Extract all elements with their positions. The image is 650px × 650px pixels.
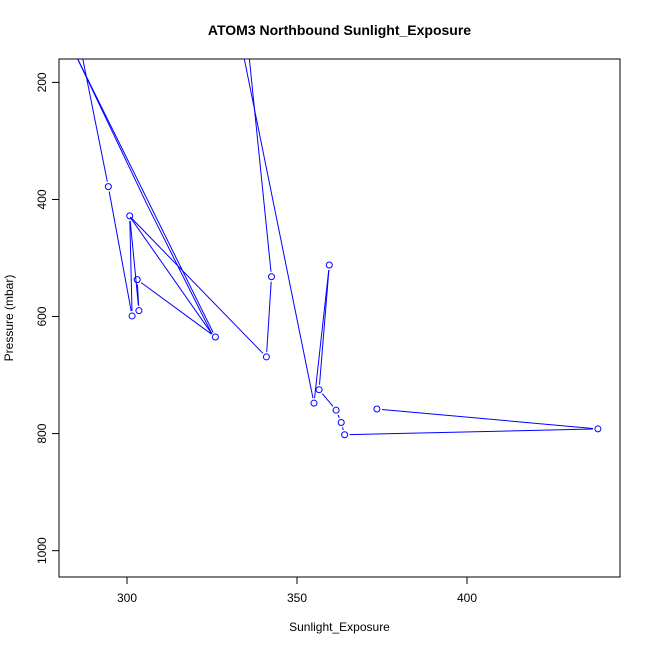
- data-point: [341, 431, 349, 439]
- series-line-segment: [321, 393, 334, 407]
- x-tick-label: 400: [457, 591, 477, 605]
- y-tick-label: 800: [35, 423, 49, 443]
- series-line-segment: [129, 220, 139, 306]
- series-line-segment: [77, 59, 214, 333]
- y-axis-label: Pressure (mbar): [2, 275, 16, 362]
- data-point: [373, 405, 381, 413]
- data-point: [133, 276, 141, 284]
- data-point: [262, 353, 270, 361]
- data-point: [268, 273, 275, 281]
- series-line-segment: [337, 414, 340, 419]
- series-line-segment: [108, 191, 132, 312]
- x-axis-label: Sunlight_Exposure: [289, 620, 390, 634]
- data-point: [325, 261, 333, 269]
- data-point: [315, 386, 323, 394]
- x-axis: 300 350 400: [117, 577, 477, 605]
- series-line-segment: [130, 216, 264, 354]
- x-tick-label: 350: [287, 591, 307, 605]
- series-line-segment: [248, 59, 272, 272]
- series-line-segment: [146, 205, 213, 335]
- series-line-segment: [266, 281, 272, 352]
- series-line-segment: [319, 269, 330, 385]
- series-line-segment: [314, 269, 330, 399]
- series-line-segment: [140, 282, 212, 335]
- y-tick-label: 400: [35, 189, 49, 209]
- data-point: [126, 212, 134, 220]
- data-point: [128, 312, 136, 320]
- series-line-segment: [349, 428, 593, 436]
- data-point: [310, 399, 318, 407]
- chart-title: ATOM3 Northbound Sunlight_Exposure: [208, 22, 471, 38]
- series-line-segment: [136, 284, 140, 306]
- data-point: [594, 425, 602, 433]
- y-tick-label: 1000: [35, 537, 49, 564]
- series-line-segment: [381, 408, 593, 429]
- x-tick-label: 300: [117, 591, 137, 605]
- y-tick-label: 200: [35, 72, 49, 92]
- data-point: [337, 418, 345, 426]
- plot-frame: [58, 58, 621, 578]
- series-line-segment: [131, 219, 213, 335]
- series-layer: [77, 59, 602, 439]
- series-line-segment: [129, 220, 133, 311]
- data-point: [135, 307, 143, 315]
- data-point: [211, 333, 219, 341]
- series-line-segment: [77, 59, 148, 206]
- series-line-segment: [342, 427, 344, 431]
- y-axis: 200 400 600 800 1000: [35, 72, 59, 564]
- series-line-segment: [243, 59, 314, 399]
- data-point: [104, 183, 112, 191]
- data-point: [332, 406, 340, 414]
- y-tick-label: 600: [35, 306, 49, 326]
